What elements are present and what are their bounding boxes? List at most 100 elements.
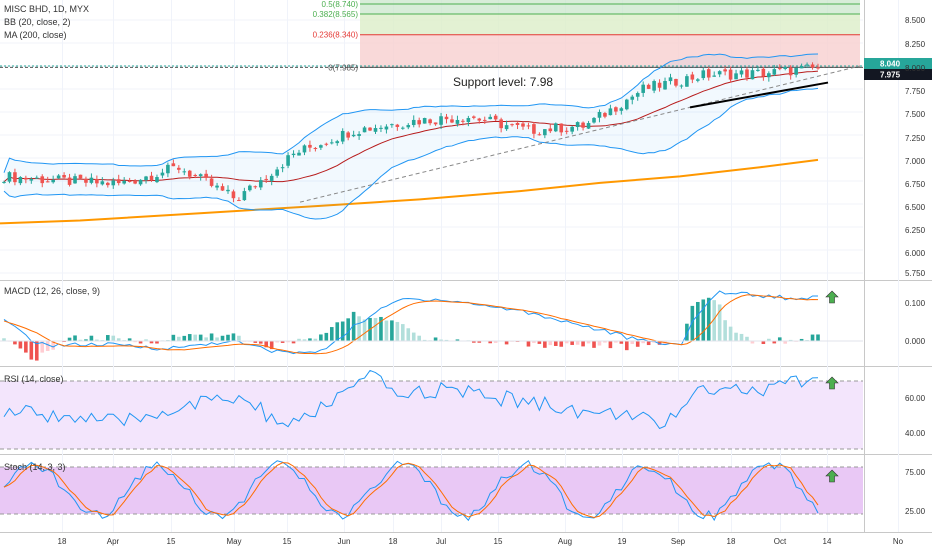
macd-line	[3, 290, 819, 355]
macd-histogram-bar	[723, 320, 727, 341]
candle-body	[34, 177, 39, 179]
candle-body	[455, 119, 460, 124]
candle-body	[657, 82, 662, 88]
candle-body	[308, 144, 312, 148]
macd-histogram-bar	[810, 334, 815, 341]
candle-body	[777, 68, 782, 70]
candle-body	[668, 77, 673, 82]
macd-histogram-bar	[455, 339, 460, 341]
time-label: 15	[167, 537, 176, 546]
time-label: Aug	[558, 537, 572, 546]
time-axis[interactable]: 18 Apr 15 May 15 Jun 18 Jul 15 Aug 19 Se…	[58, 537, 904, 546]
rsi-axis[interactable]: 60.00 40.00	[905, 394, 926, 438]
candle-body	[390, 124, 394, 126]
candle-body	[537, 134, 542, 136]
rsi-title[interactable]: RSI (14, close)	[4, 374, 64, 384]
macd-title[interactable]: MACD (12, 26, close, 9)	[4, 286, 100, 296]
macd-axis[interactable]: 0.100 0.000	[905, 299, 926, 346]
candle-body	[138, 179, 143, 185]
candle-body	[166, 164, 170, 174]
macd-histogram-bar	[111, 335, 116, 341]
macd-histogram-bar	[105, 335, 110, 341]
macd-histogram-bar	[269, 341, 274, 350]
candle-body	[335, 141, 340, 144]
candle-body	[624, 99, 629, 110]
macd-histogram-bar	[493, 341, 498, 343]
candle-body	[482, 119, 487, 121]
bb-legend[interactable]: BB (20, close, 2)	[4, 17, 71, 27]
macd-histogram-bar	[95, 339, 99, 341]
price-tick: 8.500	[905, 16, 926, 25]
stoch-axis[interactable]: 75.00 25.00	[905, 468, 926, 516]
fib-zone-green-top	[360, 0, 860, 15]
support-level-annotation[interactable]: Support level: 7.98	[453, 75, 553, 89]
candle-body	[67, 177, 72, 185]
candle-body	[226, 189, 230, 192]
macd-pane[interactable]	[0, 290, 863, 361]
price-tick: 6.000	[905, 249, 926, 258]
candle-body	[696, 79, 700, 81]
candle-body	[477, 118, 482, 121]
candle-body	[559, 123, 564, 133]
macd-histogram-bar	[182, 335, 187, 341]
candle-body	[13, 172, 17, 183]
macd-histogram-bar	[504, 341, 509, 345]
svg-text:8.040: 8.040	[880, 60, 901, 69]
macd-histogram-bar	[701, 299, 706, 341]
candle-body	[548, 128, 553, 132]
price-axis[interactable]: 8.500 8.250 8.000 7.750 7.500 7.250 7.00…	[905, 16, 926, 278]
candle-body	[679, 85, 684, 87]
macd-histogram-bar	[564, 341, 569, 344]
candle-body	[739, 70, 744, 75]
candle-body	[406, 125, 411, 128]
candle-body	[570, 126, 574, 132]
candle-body	[761, 68, 766, 77]
macd-histogram-bar	[324, 332, 329, 341]
candle-body	[204, 173, 208, 178]
time-label: 18	[389, 537, 398, 546]
candle-body	[575, 122, 580, 128]
rsi-pane[interactable]	[0, 369, 863, 450]
macd-histogram-bar	[220, 335, 225, 341]
axes	[825, 290, 839, 483]
stoch-pane[interactable]	[0, 459, 863, 522]
trendlines[interactable]	[299, 65, 861, 203]
ma-legend[interactable]: MA (200, close)	[4, 30, 67, 40]
macd-histogram-bar	[73, 335, 77, 341]
fib-zone-red	[360, 34, 860, 68]
macd-histogram-bar	[78, 339, 83, 341]
candle-body	[248, 185, 252, 191]
candle-body	[351, 134, 356, 137]
candle-body	[597, 111, 602, 118]
macd-histogram-bar	[340, 321, 345, 341]
price-tick: 8.250	[905, 40, 926, 49]
candle-body	[564, 130, 569, 132]
stoch-tick: 75.00	[905, 468, 926, 477]
macd-histogram-bar	[258, 341, 263, 344]
candle-body	[84, 178, 88, 183]
macd-histogram-bar	[45, 341, 50, 351]
bollinger-bands	[3, 53, 819, 220]
macd-histogram-bar	[390, 320, 394, 341]
candle-body	[340, 130, 345, 142]
candle-body	[160, 172, 165, 176]
candle-body	[116, 179, 121, 184]
macd-histogram-bar	[472, 341, 476, 343]
time-label: 19	[618, 537, 627, 546]
macd-histogram-bar	[526, 341, 531, 347]
stoch-title[interactable]: Stoch (14, 3, 3)	[4, 462, 66, 472]
time-label: Sep	[671, 537, 686, 546]
price-tick: 6.750	[905, 180, 926, 189]
fib-retracement[interactable]	[0, 0, 863, 68]
candle-body	[362, 127, 367, 133]
rsi-tick: 60.00	[905, 394, 926, 403]
symbol-title: MISC BHD, 1D, MYX	[4, 4, 89, 14]
macd-histogram-bar	[696, 301, 700, 341]
candlesticks[interactable]	[2, 62, 820, 203]
macd-histogram-bar	[422, 339, 427, 341]
candle-body	[111, 180, 116, 186]
candle-body	[466, 118, 471, 122]
price-tick: 7.500	[905, 110, 926, 119]
candle-body	[450, 119, 454, 123]
